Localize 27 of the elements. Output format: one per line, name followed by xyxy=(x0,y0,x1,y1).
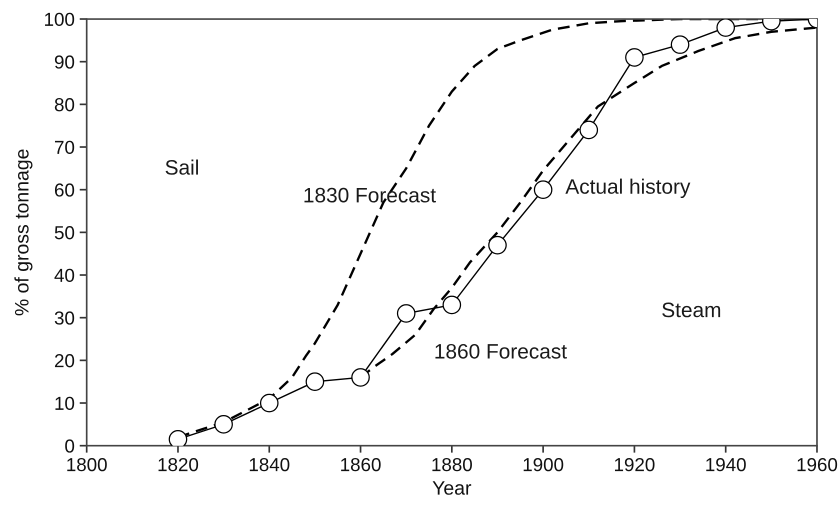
y-tick-label: 0 xyxy=(65,439,74,453)
y-tick-label: 30 xyxy=(54,311,74,325)
y-tick-label: 50 xyxy=(54,226,74,240)
y-tick-label: 90 xyxy=(54,55,74,69)
y-tick-label: 40 xyxy=(54,268,74,282)
annotation: Steam xyxy=(662,302,720,318)
x-axis-title: Year xyxy=(432,481,472,495)
y-tick-label: 100 xyxy=(45,12,74,26)
y-axis-title: % of gross tonnage xyxy=(14,149,32,316)
x-tick-label: 1880 xyxy=(432,458,472,472)
series-label: Actual history xyxy=(565,178,690,198)
x-tick-label: 1960 xyxy=(798,458,838,472)
y-tick-label: 70 xyxy=(54,140,74,154)
series-label: 1860 Forecast xyxy=(435,344,567,359)
y-tick-label: 80 xyxy=(54,98,74,112)
x-tick-label: 1900 xyxy=(524,458,564,472)
annotation: Sail xyxy=(166,160,198,175)
x-tick-label: 1860 xyxy=(341,458,381,472)
x-tick-label: 1840 xyxy=(250,458,290,472)
series-label: 1830 Forecast xyxy=(304,188,436,203)
y-tick-label: 10 xyxy=(55,396,74,410)
x-tick-label: 1940 xyxy=(706,458,746,472)
y-tick-label: 60 xyxy=(54,183,74,197)
y-tick-label: 20 xyxy=(54,354,74,368)
x-tick-label: 1800 xyxy=(67,458,107,472)
x-tick-label: 1920 xyxy=(614,458,655,472)
x-tick-label: 1820 xyxy=(158,458,198,472)
